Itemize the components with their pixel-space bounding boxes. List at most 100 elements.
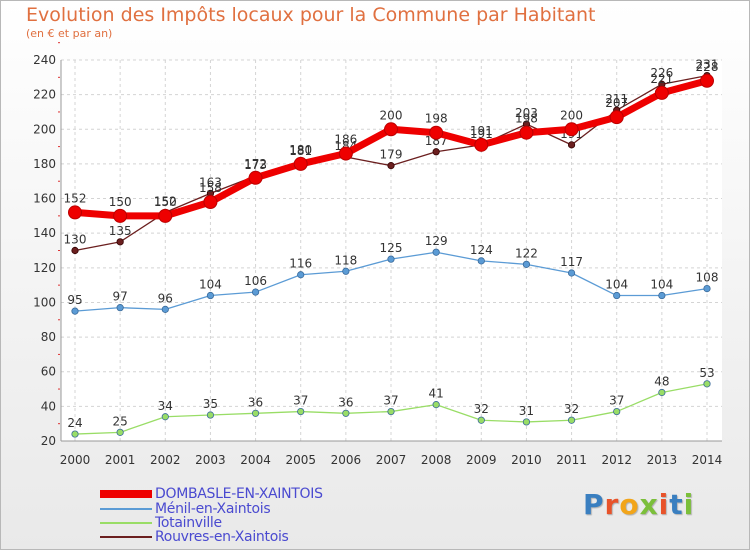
- data-label-rouvres-en-xaintois: 179: [380, 148, 403, 162]
- y-tick-label: 100: [33, 295, 56, 309]
- x-tick-label: 2003: [195, 453, 226, 467]
- data-point-totainville: [387, 407, 395, 416]
- data-point-m-nil-en-xaintois: [703, 284, 711, 293]
- data-point-totainville: [658, 388, 666, 397]
- x-tick-label: 2012: [601, 453, 632, 467]
- legend-swatch-dombasle: [100, 490, 152, 498]
- data-label-m-nil-en-xaintois: 124: [470, 243, 493, 257]
- y-tick-label: 60: [41, 365, 56, 379]
- data-label-m-nil-en-xaintois: 104: [650, 278, 673, 292]
- data-label-dombasle-en-xaintois: 228: [696, 60, 719, 74]
- data-point-dombasle-en-xaintois: [700, 73, 714, 88]
- data-point-rouvres-en-xaintois: [116, 238, 124, 246]
- legend-item-menil: Ménil-en-Xaintois: [100, 501, 271, 517]
- data-label-rouvres-en-xaintois: 152: [154, 194, 177, 208]
- data-label-rouvres-en-xaintois: 135: [109, 224, 132, 238]
- data-point-dombasle-en-xaintois: [338, 146, 353, 161]
- legend-swatch-rouvres: [100, 536, 152, 538]
- data-label-totainville: 32: [474, 402, 489, 416]
- y-tick-label: 80: [41, 330, 56, 344]
- legend-label-rouvres: Rouvres-en-Xaintois: [155, 529, 289, 545]
- data-point-dombasle-en-xaintois: [113, 208, 128, 223]
- legend-label-menil: Ménil-en-Xaintois: [155, 501, 271, 517]
- legend-item-dombasle: DOMBASLE-EN-XAINTOIS: [100, 486, 323, 502]
- x-tick-label: 2011: [556, 453, 587, 467]
- data-label-dombasle-en-xaintois: 152: [64, 191, 87, 205]
- data-label-totainville: 32: [564, 402, 579, 416]
- data-point-totainville: [522, 418, 531, 426]
- x-tick-label: 2013: [647, 453, 678, 467]
- x-tick-label: 2005: [285, 453, 316, 467]
- data-label-m-nil-en-xaintois: 125: [380, 241, 403, 255]
- data-label-m-nil-en-xaintois: 96: [158, 291, 173, 305]
- data-label-m-nil-en-xaintois: 104: [199, 278, 222, 292]
- data-label-m-nil-en-xaintois: 118: [334, 253, 357, 267]
- data-label-totainville: 36: [248, 395, 263, 409]
- data-label-totainville: 24: [67, 416, 82, 430]
- data-label-dombasle-en-xaintois: 207: [605, 96, 628, 110]
- data-label-dombasle-en-xaintois: 172: [244, 157, 267, 171]
- data-label-dombasle-en-xaintois: 200: [380, 108, 403, 122]
- data-label-rouvres-en-xaintois: 163: [199, 175, 222, 189]
- data-label-dombasle-en-xaintois: 180: [289, 143, 312, 157]
- data-label-rouvres-en-xaintois: 181: [289, 144, 312, 158]
- data-label-totainville: 25: [113, 414, 128, 428]
- data-label-totainville: 37: [383, 394, 398, 408]
- data-point-totainville: [477, 416, 485, 424]
- x-tick-label: 2006: [331, 453, 362, 467]
- data-label-rouvres-en-xaintois: 173: [244, 158, 267, 172]
- x-tick-label: 2014: [692, 453, 723, 467]
- data-point-m-nil-en-xaintois: [71, 307, 79, 315]
- y-tick-label: 220: [33, 88, 56, 102]
- data-point-totainville: [297, 407, 305, 416]
- data-point-m-nil-en-xaintois: [116, 304, 124, 312]
- data-label-dombasle-en-xaintois: 150: [109, 195, 132, 209]
- data-label-dombasle-en-xaintois: 191: [470, 124, 493, 138]
- proxiti-logo: Proxiti: [583, 488, 694, 521]
- legend-swatch-totainville: [100, 522, 152, 524]
- data-point-totainville: [703, 380, 711, 388]
- data-label-dombasle-en-xaintois: 198: [515, 112, 538, 126]
- legend-swatch-menil: [100, 508, 152, 510]
- data-point-rouvres-en-xaintois: [432, 148, 440, 156]
- data-point-totainville: [161, 413, 169, 421]
- data-label-dombasle-en-xaintois: 158: [199, 181, 222, 195]
- data-point-rouvres-en-xaintois: [71, 246, 79, 255]
- y-tick-label: 120: [33, 261, 56, 275]
- data-point-m-nil-en-xaintois: [477, 257, 485, 265]
- data-label-dombasle-en-xaintois: 200: [560, 108, 583, 122]
- data-label-m-nil-en-xaintois: 122: [515, 246, 538, 260]
- data-point-totainville: [116, 428, 124, 436]
- x-tick-label: 2008: [421, 453, 452, 467]
- data-label-rouvres-en-xaintois: 226: [650, 66, 673, 80]
- legend-item-totainville: Totainville: [100, 515, 222, 531]
- data-label-totainville: 41: [429, 387, 444, 401]
- data-label-m-nil-en-xaintois: 95: [67, 293, 82, 307]
- data-point-dombasle-en-xaintois: [68, 205, 82, 220]
- data-point-dombasle-en-xaintois: [609, 110, 624, 125]
- data-point-totainville: [613, 407, 621, 416]
- y-tick-label: 240: [33, 53, 56, 67]
- data-label-rouvres-en-xaintois: 211: [605, 92, 628, 106]
- logo-text: Proxiti: [583, 488, 695, 521]
- data-point-dombasle-en-xaintois: [248, 170, 263, 185]
- data-point-totainville: [432, 401, 440, 409]
- y-tick-label: 20: [41, 434, 56, 448]
- data-label-totainville: 31: [519, 404, 534, 418]
- data-point-dombasle-en-xaintois: [429, 125, 444, 140]
- data-point-dombasle-en-xaintois: [519, 125, 534, 140]
- data-point-totainville: [251, 409, 260, 417]
- x-tick-label: 2007: [376, 453, 407, 467]
- data-point-totainville: [567, 416, 576, 424]
- chart-subtitle: (en € et par an): [26, 27, 113, 40]
- data-label-rouvres-en-xaintois: 231: [696, 58, 719, 72]
- data-label-m-nil-en-xaintois: 104: [605, 278, 628, 292]
- data-label-rouvres-en-xaintois: 191: [470, 127, 493, 141]
- data-label-m-nil-en-xaintois: 117: [560, 255, 583, 269]
- data-point-dombasle-en-xaintois: [654, 85, 669, 100]
- data-point-dombasle-en-xaintois: [293, 156, 308, 171]
- x-tick-label: 2001: [105, 453, 136, 467]
- data-label-m-nil-en-xaintois: 97: [113, 290, 128, 304]
- legend-item-rouvres: Rouvres-en-Xaintois: [100, 529, 289, 545]
